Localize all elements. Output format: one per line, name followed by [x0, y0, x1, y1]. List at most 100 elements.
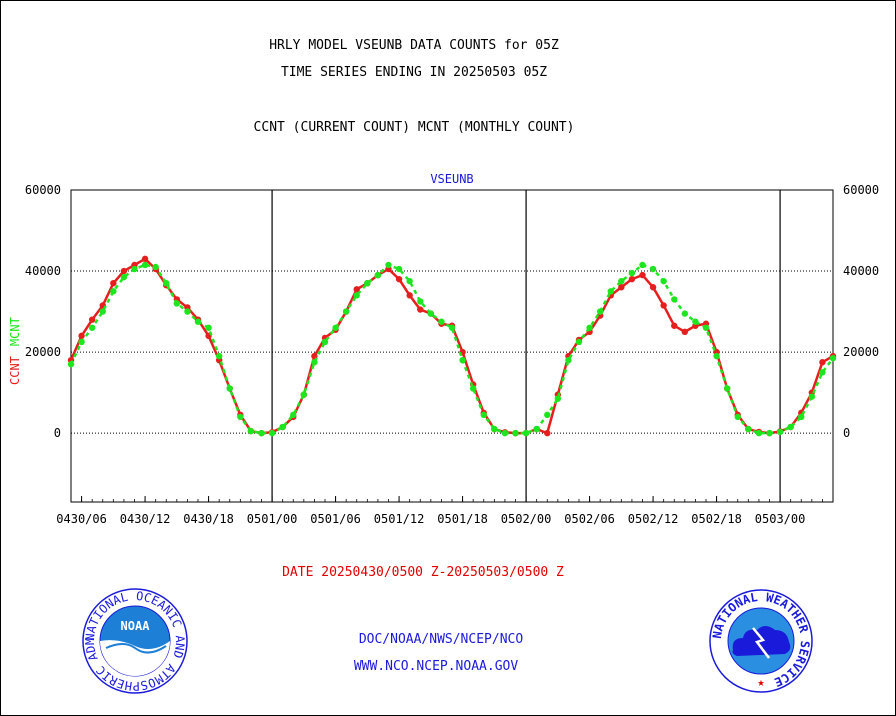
chart-title-line-2: TIME SERIES ENDING IN 20250503 05Z — [280, 65, 548, 80]
data-point-mcnt — [554, 395, 562, 402]
data-point-mcnt — [829, 354, 837, 362]
data-point-ccnt — [395, 275, 403, 283]
data-point-mcnt — [300, 391, 308, 398]
x-tick-label: 0430/12 — [120, 512, 171, 526]
data-point-mcnt — [639, 261, 646, 269]
data-point-mcnt — [88, 324, 96, 331]
data-point-mcnt — [247, 427, 255, 435]
data-point-mcnt — [205, 324, 212, 331]
x-tick-label: 0501/12 — [374, 512, 425, 526]
data-point-mcnt — [258, 429, 265, 437]
data-point-mcnt — [734, 413, 741, 421]
data-point-mcnt — [194, 318, 202, 325]
data-point-ccnt — [819, 359, 826, 366]
plot-title: VSEUNB — [430, 172, 473, 186]
nws-logo-icon: NATIONAL WEATHER SERVICE ★ — [709, 589, 813, 693]
data-point-mcnt — [692, 318, 699, 325]
data-point-mcnt — [385, 261, 392, 269]
data-point-mcnt — [99, 308, 106, 315]
x-tick-label: 0502/00 — [501, 512, 552, 526]
data-point-mcnt — [649, 265, 657, 273]
data-point-mcnt — [618, 277, 625, 285]
data-point-mcnt — [533, 425, 540, 433]
legend-mcnt: MCNT — [8, 317, 22, 346]
data-point-mcnt — [290, 411, 297, 419]
legend-ccnt: CCNT — [8, 356, 22, 385]
data-point-mcnt — [491, 425, 498, 433]
chart-title-line-1: HRLY MODEL VSEUNB DATA COUNTS for 05Z — [269, 38, 559, 53]
data-point-mcnt — [544, 411, 551, 419]
plot-area-border — [70, 189, 834, 503]
x-tick-label: 0501/18 — [437, 512, 488, 526]
y-axis-legend: CCNT MCNT — [8, 317, 22, 385]
y-tick-label-right: 0 — [843, 426, 850, 440]
data-point-mcnt — [226, 385, 233, 392]
data-point-mcnt — [184, 308, 191, 315]
x-tick-label: 0502/18 — [691, 512, 742, 526]
data-point-mcnt — [819, 369, 826, 376]
data-point-mcnt — [215, 352, 223, 360]
data-point-mcnt — [787, 423, 794, 431]
data-point-mcnt — [141, 261, 149, 269]
x-tick-label: 0503/00 — [755, 512, 806, 526]
credit-website: WWW.NCO.NCEP.NOAA.GOV — [353, 659, 519, 674]
data-point-mcnt — [342, 308, 350, 315]
data-point-mcnt — [512, 429, 519, 437]
chart-title-line-3: CCNT (CURRENT COUNT) MCNT (MONTHLY COUNT… — [253, 120, 575, 135]
data-point-ccnt — [110, 279, 117, 287]
y-tick-label-left: 40000 — [25, 264, 61, 278]
x-tick-label: 0430/06 — [56, 512, 107, 526]
series-line-ccnt — [69, 257, 834, 435]
data-point-ccnt — [353, 286, 360, 293]
data-point-mcnt — [565, 356, 572, 364]
noaa-logo-icon: NOAA NATIONAL OCEANIC AND ATMOSPHERIC AD… — [82, 588, 188, 694]
data-point-mcnt — [417, 298, 424, 305]
data-point-mcnt — [268, 429, 276, 437]
data-point-ccnt — [141, 255, 149, 263]
data-point-mcnt — [586, 324, 593, 331]
data-point-ccnt — [544, 429, 551, 437]
data-point-ccnt — [639, 271, 646, 279]
data-point-mcnt — [808, 393, 816, 400]
y-tick-label-left: 0 — [54, 426, 61, 440]
data-point-mcnt — [427, 310, 435, 317]
data-point-mcnt — [67, 361, 75, 368]
data-point-mcnt — [776, 428, 784, 436]
data-point-mcnt — [353, 292, 360, 299]
data-point-mcnt — [745, 425, 752, 433]
y-tick-label-left: 20000 — [25, 345, 61, 359]
data-point-mcnt — [480, 411, 487, 419]
data-point-mcnt — [469, 385, 477, 392]
data-point-mcnt — [321, 338, 329, 346]
data-point-mcnt — [152, 263, 159, 271]
data-point-ccnt — [120, 267, 128, 275]
x-tick-label: 0430/18 — [183, 512, 234, 526]
data-point-ccnt — [618, 284, 625, 291]
data-point-mcnt — [279, 423, 286, 431]
data-point-mcnt — [173, 300, 181, 307]
data-point-mcnt — [607, 288, 614, 295]
data-point-mcnt — [798, 413, 805, 421]
y-tick-label-right: 60000 — [843, 183, 879, 197]
data-point-mcnt — [459, 356, 466, 364]
data-point-mcnt — [501, 429, 509, 437]
data-point-ccnt — [671, 322, 678, 329]
y-tick-label-left: 60000 — [25, 183, 61, 197]
credit-organization: DOC/NOAA/NWS/NCEP/NCO — [358, 632, 524, 647]
data-point-mcnt — [374, 271, 382, 279]
data-point-mcnt — [406, 277, 413, 285]
data-point-mcnt — [332, 324, 339, 331]
data-point-ccnt — [649, 284, 657, 291]
data-point-mcnt — [448, 324, 456, 331]
data-point-mcnt — [395, 265, 403, 273]
x-tick-label: 0502/12 — [628, 512, 679, 526]
data-point-mcnt — [660, 277, 667, 285]
data-point-mcnt — [522, 429, 530, 437]
data-point-mcnt — [364, 279, 371, 287]
data-point-mcnt — [723, 385, 731, 392]
data-point-mcnt — [237, 413, 244, 421]
date-range-label: DATE 20250430/0500 Z-20250503/0500 Z — [282, 565, 564, 580]
data-point-ccnt — [681, 328, 689, 336]
data-point-mcnt — [702, 324, 710, 331]
